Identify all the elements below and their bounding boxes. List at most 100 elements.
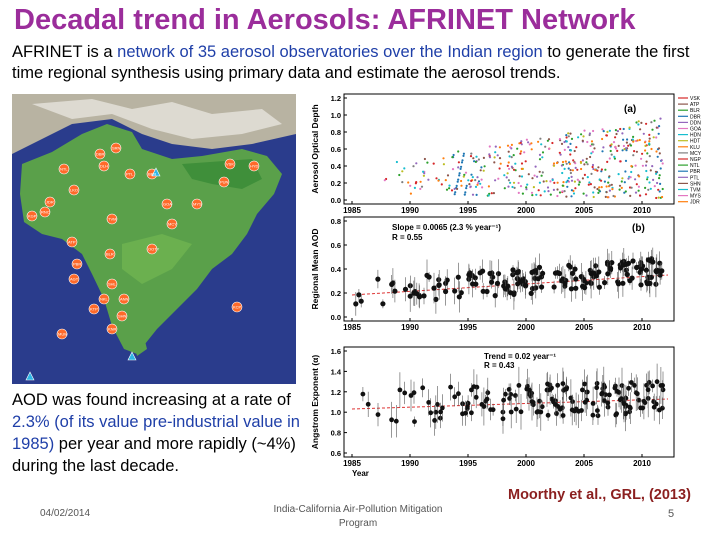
- aod-point: [570, 195, 573, 198]
- y-tick-label: 0.8: [331, 217, 341, 226]
- aod-point: [452, 153, 455, 157]
- aod-point: [559, 153, 562, 156]
- aod-point: [576, 178, 579, 181]
- regional-mean-point: [573, 276, 579, 282]
- aod-point: [622, 144, 625, 148]
- regional-mean-point: [638, 282, 644, 288]
- regional-mean-point: [596, 269, 602, 275]
- angstrom-point: [560, 413, 566, 418]
- legend-label: MYS: [690, 194, 702, 200]
- aod-point: [467, 179, 470, 182]
- aod-point: [569, 153, 572, 156]
- regional-mean-point: [572, 266, 578, 272]
- aod-point: [419, 187, 422, 190]
- aod-point: [609, 149, 612, 153]
- aod-point: [398, 173, 401, 177]
- angstrom-point: [426, 400, 432, 405]
- aod-point: [658, 190, 661, 193]
- angstrom-point: [644, 382, 649, 388]
- x-tick-label: 2010: [633, 459, 651, 468]
- aod-point: [543, 190, 546, 193]
- aod-point: [658, 177, 661, 180]
- x-tick-label: 1990: [401, 323, 419, 332]
- station-marker: [71, 258, 83, 270]
- aod-point: [587, 183, 590, 186]
- angstrom-point: [465, 404, 470, 410]
- legend-label: VSK: [690, 96, 701, 102]
- aod-point: [445, 188, 449, 191]
- aod-point: [415, 162, 418, 165]
- angstrom-point: [435, 402, 440, 407]
- aod-point: [521, 192, 524, 195]
- angstrom-point: [513, 393, 518, 398]
- regional-mean-point: [531, 268, 537, 275]
- aod-point: [646, 178, 649, 181]
- aod-point: [551, 178, 554, 182]
- regional-mean-point: [443, 288, 449, 295]
- aod-point: [592, 129, 595, 133]
- aod-point: [616, 130, 619, 133]
- aod-point: [401, 181, 404, 184]
- aod-point: [537, 189, 540, 192]
- angstrom-point: [432, 418, 437, 423]
- aod-point: [493, 161, 496, 164]
- aod-point: [567, 146, 570, 149]
- regional-mean-point: [647, 280, 653, 286]
- aod-point: [618, 184, 622, 187]
- aod-point: [596, 169, 599, 172]
- aod-point: [492, 192, 495, 195]
- y-axis-label: Angstrom Exponent (α): [310, 355, 320, 450]
- angstrom-point: [632, 383, 637, 388]
- angstrom-point: [582, 399, 588, 405]
- regional-mean-point: [477, 270, 483, 276]
- aod-point: [617, 144, 620, 147]
- regional-mean-point: [426, 274, 432, 280]
- aod-point: [470, 179, 473, 182]
- aod-point: [462, 152, 465, 155]
- aod-point: [619, 160, 622, 163]
- aod-point: [644, 186, 647, 189]
- aod-point: [480, 178, 483, 181]
- aod-point: [458, 172, 461, 175]
- regional-mean-point: [484, 288, 490, 295]
- station-label: GOA: [163, 202, 172, 207]
- regional-mean-point: [620, 280, 626, 286]
- aod-point: [645, 169, 648, 173]
- aod-point: [532, 186, 535, 189]
- regional-mean-point: [489, 279, 495, 285]
- angstrom-point: [365, 401, 371, 407]
- aod-point: [513, 186, 516, 189]
- station-marker: [124, 168, 136, 180]
- aod-point: [541, 156, 544, 159]
- aod-point: [629, 194, 632, 197]
- aod-point: [528, 143, 531, 146]
- angstrom-point: [612, 385, 618, 391]
- aod-point: [556, 194, 559, 198]
- aod-point: [579, 161, 583, 164]
- aod-point: [462, 154, 465, 157]
- aod-point: [544, 145, 547, 148]
- aod-point: [581, 139, 584, 142]
- regional-mean-point: [421, 293, 427, 299]
- station-marker: [146, 243, 158, 255]
- y-tick-label: 0.6: [331, 241, 341, 250]
- aod-point: [586, 163, 589, 166]
- angstrom-point: [485, 390, 491, 396]
- aod-point: [596, 187, 599, 191]
- aod-point: [432, 162, 435, 165]
- angstrom-point: [537, 398, 542, 404]
- x-tick-label: 2000: [517, 206, 535, 215]
- station-label: BBR: [148, 172, 156, 177]
- aod-point: [538, 153, 542, 156]
- regional-mean-point: [510, 272, 516, 278]
- angstrom-point: [651, 399, 657, 405]
- regional-mean-point: [431, 285, 437, 291]
- aod-point: [519, 152, 522, 155]
- regional-mean-point: [650, 259, 656, 265]
- station-marker: [166, 218, 178, 230]
- aod-point: [659, 182, 662, 185]
- aod-point: [598, 186, 601, 189]
- aod-point: [621, 149, 624, 152]
- y-tick-label: 1.2: [331, 94, 341, 103]
- regional-mean-point: [495, 271, 502, 277]
